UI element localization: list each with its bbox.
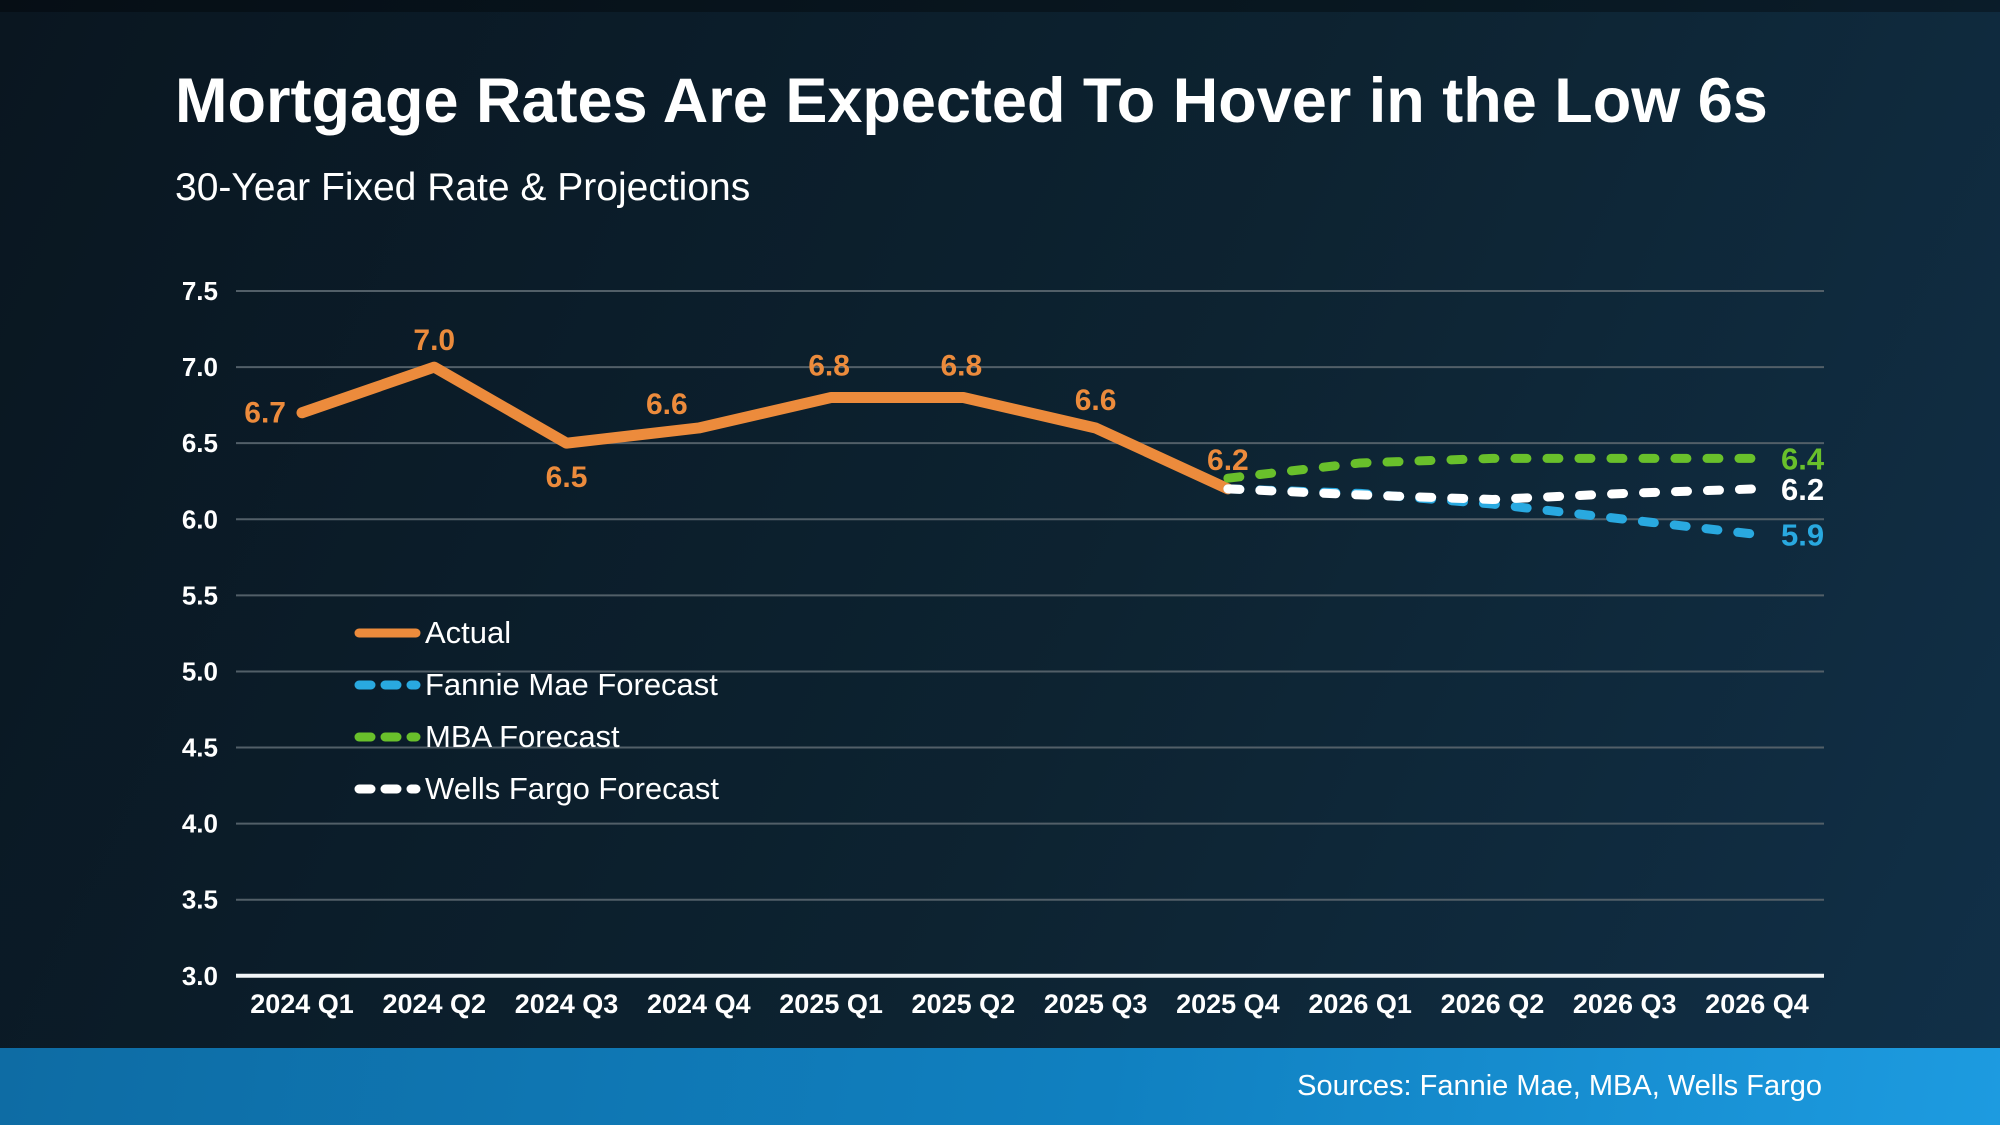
y-tick-label: 3.0: [182, 961, 218, 991]
end-label-mba-forecast: 6.4: [1781, 441, 1825, 476]
legend-item-actual: Actual: [354, 607, 719, 659]
legend-item-fannie-mae-forecast: Fannie Mae Forecast: [354, 659, 719, 711]
y-tick-label: 5.0: [182, 656, 218, 686]
legend-swatch-wells-fargo-forecast: [354, 784, 421, 794]
x-tick-label: 2025 Q1: [779, 989, 883, 1019]
point-label-actual: 6.6: [646, 388, 688, 421]
point-label-actual: 6.6: [1075, 384, 1117, 417]
series-line-mba-forecast: [1223, 453, 1762, 483]
page-title: Mortgage Rates Are Expected To Hover in …: [175, 66, 1768, 136]
x-tick-label: 2025 Q4: [1176, 989, 1280, 1019]
end-label-wells-fargo-forecast: 6.2: [1781, 472, 1824, 507]
legend-label-fannie-mae-forecast: Fannie Mae Forecast: [425, 667, 718, 702]
point-label-actual: 6.7: [244, 397, 286, 430]
point-label-actual: 6.8: [808, 350, 850, 383]
sources-text: Sources: Fannie Mae, MBA, Wells Fargo: [1297, 1070, 1822, 1102]
x-tick-label: 2026 Q2: [1441, 989, 1545, 1019]
x-tick-label: 2025 Q2: [912, 989, 1016, 1019]
y-tick-label: 6.0: [182, 504, 218, 534]
y-tick-label: 7.5: [182, 276, 218, 306]
legend-label-mba-forecast: MBA Forecast: [425, 719, 620, 754]
point-label-actual: 6.5: [546, 461, 588, 494]
legend-item-mba-forecast: MBA Forecast: [354, 711, 719, 763]
legend-label-actual: Actual: [425, 615, 512, 650]
point-label-actual: 7.0: [413, 324, 455, 357]
top-edge-strip: [0, 0, 2000, 12]
legend-item-wells-fargo-forecast: Wells Fargo Forecast: [354, 763, 719, 815]
chart-legend: Actual Fannie Mae Forecast MBA Forecast Wel…: [354, 607, 719, 815]
x-tick-label: 2025 Q3: [1044, 989, 1148, 1019]
legend-label-wells-fargo-forecast: Wells Fargo Forecast: [425, 771, 720, 806]
y-tick-label: 3.5: [182, 885, 218, 915]
x-tick-label: 2026 Q3: [1573, 989, 1677, 1019]
footer-bar: Sources: Fannie Mae, MBA, Wells Fargo: [0, 1048, 2000, 1125]
x-tick-label: 2024 Q3: [515, 989, 619, 1019]
y-tick-label: 7.0: [182, 352, 218, 382]
y-tick-label: 5.5: [182, 580, 218, 610]
x-tick-label: 2026 Q1: [1308, 989, 1412, 1019]
end-label-fannie-mae-forecast: 5.9: [1781, 517, 1824, 552]
x-tick-label: 2024 Q4: [647, 989, 751, 1019]
y-tick-label: 6.5: [182, 428, 218, 458]
x-tick-label: 2024 Q2: [382, 989, 486, 1019]
x-tick-label: 2026 Q4: [1705, 989, 1809, 1019]
y-tick-label: 4.0: [182, 809, 218, 839]
point-label-actual: 6.8: [940, 350, 982, 383]
legend-swatch-mba-forecast: [354, 732, 421, 742]
legend-swatch-fannie-mae-forecast: [354, 680, 421, 690]
point-label-actual: 6.2: [1207, 444, 1249, 477]
page-subtitle: 30-Year Fixed Rate & Projections: [175, 166, 751, 209]
y-tick-label: 4.5: [182, 733, 218, 763]
series-line-fannie-mae-forecast: [1223, 484, 1762, 539]
x-tick-label: 2024 Q1: [250, 989, 354, 1019]
series-line-actual: [296, 361, 1234, 495]
legend-swatch-actual: [354, 628, 421, 638]
series-line-wells-fargo-forecast: [1223, 484, 1762, 504]
